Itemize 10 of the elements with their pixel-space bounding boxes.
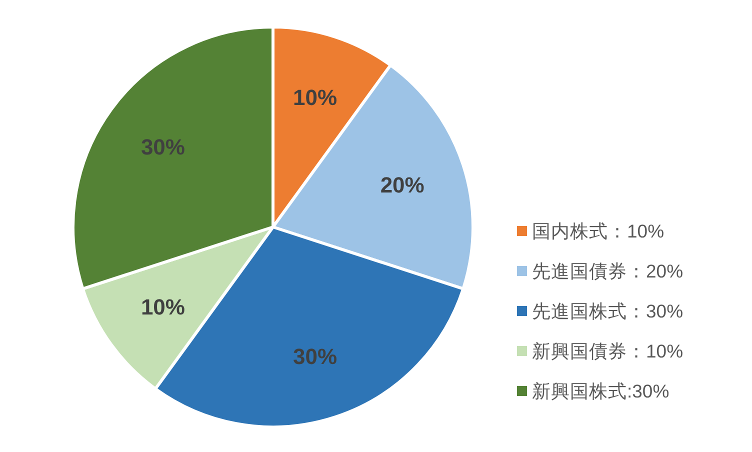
data-label: 20% [380,172,424,198]
data-label: 10% [140,294,185,320]
legend-label: 先進国株式：30% [532,300,684,322]
data-label: 30% [293,344,338,369]
data-label: 10% [293,85,338,110]
legend-label: 国内株式：10% [532,220,664,242]
legend-label: 先進国債券：20% [532,260,684,282]
legend-label: 新興国株式:30% [532,380,670,402]
data-label: 30% [140,134,185,160]
legend-label: 新興国債券：10% [532,340,684,362]
